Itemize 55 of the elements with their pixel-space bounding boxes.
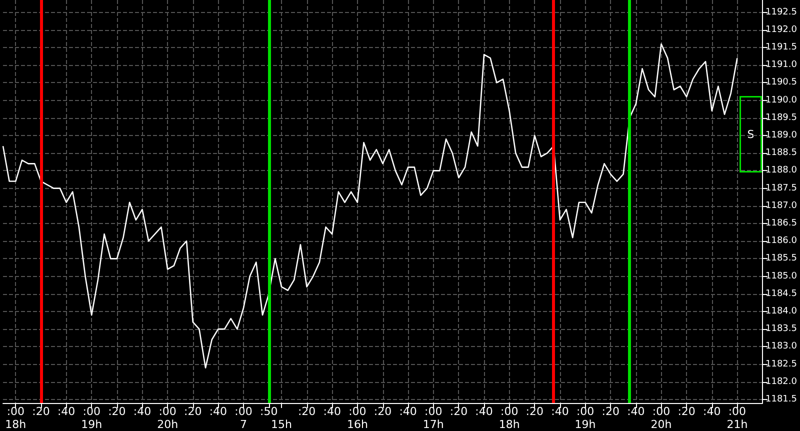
y-tick-label: 1184.0 [766, 306, 798, 316]
x-tick-label: :00 18h [5, 405, 26, 431]
annotation: S [747, 128, 754, 141]
x-tick-label: :00 17h [422, 405, 444, 431]
x-tick-label: :50 [260, 405, 278, 418]
y-tick-label: 1181.5 [766, 394, 798, 404]
x-tick-label: :20 [108, 405, 126, 418]
y-tick-label: 1189.0 [766, 130, 798, 141]
y-tick-label: 1190.0 [766, 95, 798, 106]
x-tick-label: :20 [298, 405, 316, 418]
line-series [2, 43, 738, 368]
y-tick-label: 1182.0 [766, 376, 798, 387]
x-tick-label: :00 16h [346, 405, 368, 431]
y-tick-label: 1183.0 [766, 342, 798, 352]
y-tick-label: 1187.0 [766, 200, 798, 211]
x-tick-label: :40 [399, 405, 417, 418]
y-tick-label: 1186.0 [766, 236, 798, 246]
x-tick-label: :40 [703, 405, 721, 418]
y-tick-label: 1182.5 [766, 359, 798, 370]
x-tick-label: :00 19h [81, 405, 102, 431]
x-tick-label: :00 20h [650, 405, 672, 431]
x-tick-label: :00 20h [157, 405, 178, 431]
x-tick-label: 15h [271, 418, 292, 431]
x-tick-label: :40 [475, 405, 493, 418]
x-tick-label: :20 [678, 405, 696, 418]
x-tick-label: :40 [323, 405, 341, 418]
x-tick-label: :00 7 [234, 405, 252, 431]
x-tick-label: :20 [32, 405, 50, 418]
y-tick-label: 1189.5 [766, 112, 798, 123]
y-tick-label: 1188.5 [766, 148, 798, 158]
x-tick-label: :20 [374, 405, 392, 418]
x-tick-label: :20 [450, 405, 468, 418]
x-tick-label: :40 [209, 405, 228, 418]
x-tick-label: :40 [133, 405, 152, 418]
x-tick-label: :40 [627, 405, 645, 418]
y-tick-label: 1184.5 [766, 288, 798, 299]
x-tick-label: :00 19h [574, 405, 596, 431]
y-tick-label: 1192.5 [766, 7, 798, 18]
x-tick-label: :40 [57, 405, 76, 418]
x-tick-label: :00 18h [498, 405, 520, 431]
x-tick-label: :20 [184, 405, 202, 418]
y-tick-label: 1183.5 [766, 324, 798, 334]
y-tick-label: 1186.5 [766, 218, 798, 228]
y-tick-label: 1185.5 [766, 254, 798, 264]
y-tick-label: 1187.5 [766, 183, 798, 194]
y-tick-label: 1185.0 [766, 271, 798, 282]
y-tick-label: 1191.0 [766, 60, 798, 70]
x-tick-label: :00 21h [726, 405, 748, 431]
y-tick-label: 1191.5 [766, 42, 798, 53]
x-tick-label: :20 [602, 405, 620, 418]
x-tick-label: :40 [551, 405, 569, 418]
x-tick-label: :20 [526, 405, 544, 418]
y-tick-label: 1192.0 [766, 24, 798, 35]
y-tick-label: 1190.5 [766, 78, 798, 88]
y-tick-label: 1188.0 [766, 166, 798, 176]
